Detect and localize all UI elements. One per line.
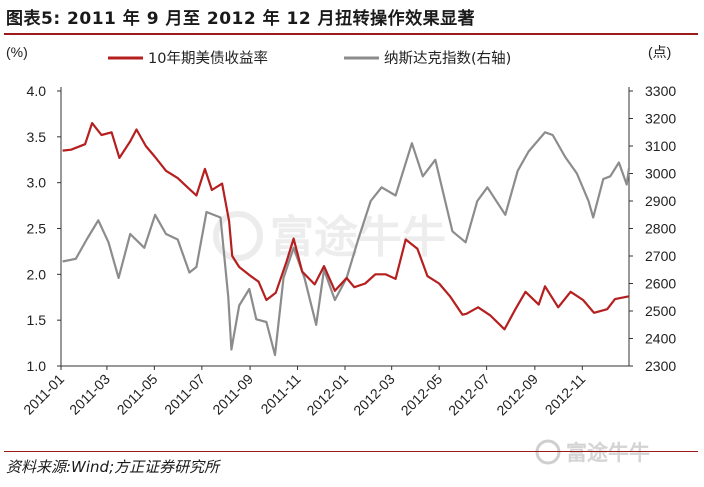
figure-title: 图表5: 2011 年 9 月至 2012 年 12 月扭转操作效果显著 [6, 9, 476, 29]
source-divider [4, 451, 698, 452]
left-tick-label: 1.0 [27, 358, 47, 374]
x-tick-label: 2012-05 [398, 371, 446, 419]
series-layer [62, 121, 631, 357]
right-tick-label: 2800 [645, 221, 676, 237]
right-tick-label: 2600 [645, 276, 676, 292]
x-tick-label: 2012-07 [445, 371, 493, 419]
series-line-2 [62, 131, 631, 357]
x-tick-label: 2012-03 [350, 371, 398, 419]
right-tick-label: 3300 [645, 83, 676, 99]
watermark-text-corner: 富途牛牛 [566, 441, 650, 465]
x-tick-label: 2012-11 [542, 371, 589, 418]
x-tick-label: 2011-11 [257, 371, 303, 417]
series-line-1 [62, 121, 630, 331]
title-divider [4, 33, 698, 35]
right-tick-label: 3000 [645, 166, 676, 182]
futu-logo-icon [213, 211, 263, 261]
right-tick-label: 3100 [645, 138, 676, 154]
x-tick-label: 2011-03 [66, 371, 113, 418]
left-tick-label: 2.0 [27, 266, 47, 282]
x-tick-label: 2011-05 [114, 371, 161, 418]
futu-logo-icon-corner [535, 439, 561, 465]
right-tick-label: 2300 [645, 358, 676, 374]
left-tick-label: 1.5 [27, 312, 47, 328]
left-tick-label: 2.5 [27, 221, 47, 237]
left-tick-label: 4.0 [27, 83, 47, 99]
legend-label-1: 10年期美债收益率 [148, 50, 268, 67]
x-tick-label: 2012-09 [493, 371, 541, 419]
x-tick-label: 2011-01 [20, 371, 67, 418]
right-tick-label: 2400 [645, 331, 676, 347]
x-tick-label: 2011-07 [161, 371, 208, 418]
right-tick-label: 2500 [645, 303, 676, 319]
right-tick-label: 2700 [645, 248, 676, 264]
right-axis-unit: (点) [648, 44, 671, 60]
source-note: 资料来源:Wind;方正证券研究所 [6, 458, 220, 476]
legend: 10年期美债收益率 纳斯达克指数(右轴) [108, 50, 511, 67]
right-tick-label: 3200 [645, 111, 676, 127]
right-tick-label: 2900 [645, 193, 676, 209]
left-axis-unit: (%) [6, 44, 28, 60]
x-tick-label: 2011-09 [209, 371, 256, 418]
legend-label-2: 纳斯达克指数(右轴) [384, 50, 511, 67]
x-tick-label: 2012-01 [303, 371, 351, 419]
left-tick-label: 3.0 [27, 175, 47, 191]
left-tick-label: 3.5 [27, 129, 47, 145]
